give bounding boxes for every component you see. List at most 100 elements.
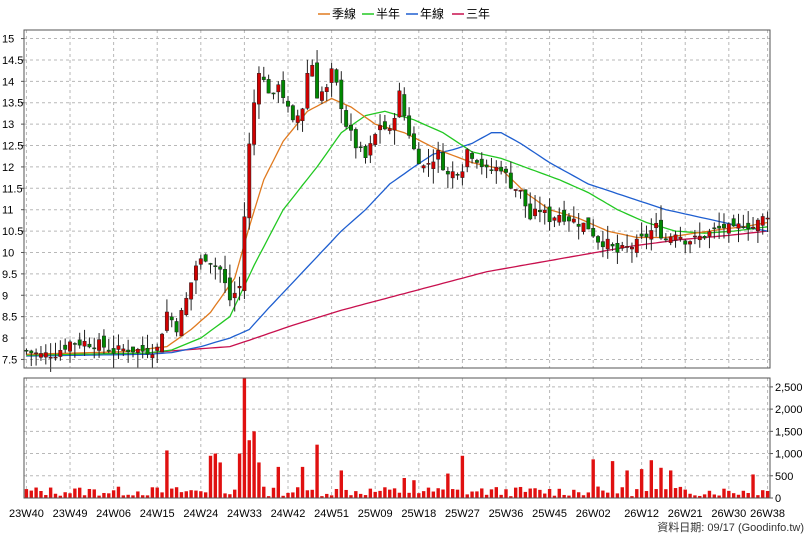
candle-body: [310, 64, 315, 77]
candle-body: [702, 236, 707, 239]
ma-year-line: [26, 132, 768, 357]
volume-bar: [736, 494, 741, 498]
volume-bar: [170, 488, 174, 498]
candle-body: [596, 236, 600, 243]
price-grid: [24, 30, 770, 368]
volume-bar: [44, 495, 48, 498]
volume-bar: [518, 486, 523, 498]
volume-bar: [576, 492, 581, 498]
volume-bar: [586, 492, 591, 498]
volume-bar: [373, 491, 377, 498]
volume-bar: [596, 486, 600, 498]
candle-body: [547, 206, 552, 223]
volume-tick-label: 2,000: [775, 404, 803, 416]
candle-body: [581, 222, 586, 232]
volume-bar: [746, 493, 750, 498]
candle-body: [339, 79, 344, 110]
price-tick-label: 7.5: [2, 354, 17, 366]
candle-body: [707, 231, 712, 237]
volume-bar: [441, 489, 445, 498]
candle-body: [140, 345, 145, 352]
candle-body: [629, 247, 634, 250]
volume-bar: [480, 488, 484, 498]
volume-bar: [291, 492, 295, 498]
candle-body: [441, 152, 445, 171]
x-tick-label: 24W51: [314, 508, 349, 520]
volume-bar: [39, 490, 43, 498]
candle-body: [537, 209, 542, 213]
candle-body: [266, 79, 271, 94]
candle-body: [692, 235, 697, 238]
candle-body: [315, 62, 320, 99]
volume-bar: [606, 492, 610, 498]
x-tick-label: 26W38: [750, 508, 785, 520]
candle-body: [72, 343, 77, 345]
volume-bar: [523, 491, 528, 498]
candle-body: [363, 146, 368, 159]
price-tick-label: 8: [2, 333, 8, 345]
candle-body: [518, 189, 523, 192]
x-tick-label: 25W18: [401, 508, 436, 520]
candle-body: [479, 158, 484, 168]
volume-bar: [455, 489, 460, 498]
volume-bar: [484, 494, 489, 498]
volume-bar: [189, 490, 193, 498]
candle-body: [470, 153, 475, 159]
candle-body: [460, 171, 465, 178]
legend: 季線 半年 年線 三年: [318, 6, 490, 21]
x-tick-label: 26W21: [668, 508, 703, 520]
volume-bar: [310, 489, 314, 498]
volume-bar: [218, 462, 222, 498]
price-tick-label: 9: [2, 290, 8, 302]
volume-bar: [136, 491, 140, 498]
volume-bar: [446, 473, 450, 498]
candle-body: [368, 143, 373, 156]
legend-label-three-year: 三年: [466, 7, 490, 21]
volume-bar: [407, 492, 411, 498]
candle-body: [218, 266, 223, 270]
x-axis: 23W40 23W49 24W06 24W15 24W24 24W33 24W42 24W51…: [9, 508, 785, 520]
volume-bar: [111, 490, 116, 498]
candle-body: [92, 347, 97, 350]
candle-body: [673, 234, 678, 241]
volume-bar: [68, 493, 72, 498]
candle-body: [392, 117, 397, 131]
candle-body: [373, 134, 378, 145]
volume-bar: [344, 489, 348, 498]
volume-bar: [131, 495, 135, 498]
volume-bar: [688, 493, 692, 498]
volume-bar: [731, 493, 736, 498]
volume-bar: [242, 378, 247, 498]
volume-bar: [320, 496, 324, 498]
volume-bar: [426, 487, 431, 498]
volume-bar: [610, 461, 615, 498]
candle-body: [68, 341, 72, 352]
volume-bar: [184, 491, 188, 498]
candle-body: [34, 352, 39, 355]
candle-body: [605, 238, 610, 250]
price-axis: 7.5 8 8.5 9 9.5 10 10.5 11 11.5 12 12.5 13 13.5 14 14.…: [2, 34, 24, 366]
volume-bar: [378, 490, 382, 498]
volume-bar: [659, 467, 663, 498]
ma-half-year-line: [26, 110, 768, 356]
volume-bar: [513, 487, 518, 498]
price-tick-label: 14: [2, 76, 14, 88]
volume-bar: [116, 486, 121, 498]
volume-bar: [73, 488, 77, 498]
candle-body: [552, 217, 557, 221]
volume-bar: [194, 490, 198, 498]
volume-bar: [349, 495, 353, 498]
candle-body: [111, 348, 116, 354]
candle-body: [634, 238, 639, 253]
candle-body: [256, 73, 261, 105]
candle-body: [189, 282, 194, 300]
candle-body: [344, 110, 349, 127]
legend-label-quarter: 季線: [332, 6, 356, 21]
candle-body: [242, 216, 247, 292]
x-tick-label: 26W30: [711, 508, 746, 520]
candle-body: [397, 90, 402, 118]
x-tick-label: 26W02: [576, 508, 611, 520]
x-tick-label: 24W33: [227, 508, 262, 520]
volume-bar: [533, 488, 537, 498]
